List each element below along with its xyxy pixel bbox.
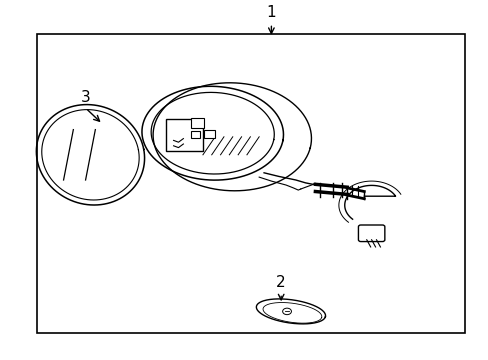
Bar (190, 118, 204, 128)
Bar (166, 119, 203, 151)
Text: 3: 3 (81, 90, 90, 105)
Bar (204, 130, 215, 138)
FancyBboxPatch shape (358, 225, 384, 242)
Text: 2: 2 (276, 275, 285, 290)
Bar (190, 131, 200, 138)
Text: 1: 1 (266, 5, 276, 20)
Bar (37, 34, 464, 333)
